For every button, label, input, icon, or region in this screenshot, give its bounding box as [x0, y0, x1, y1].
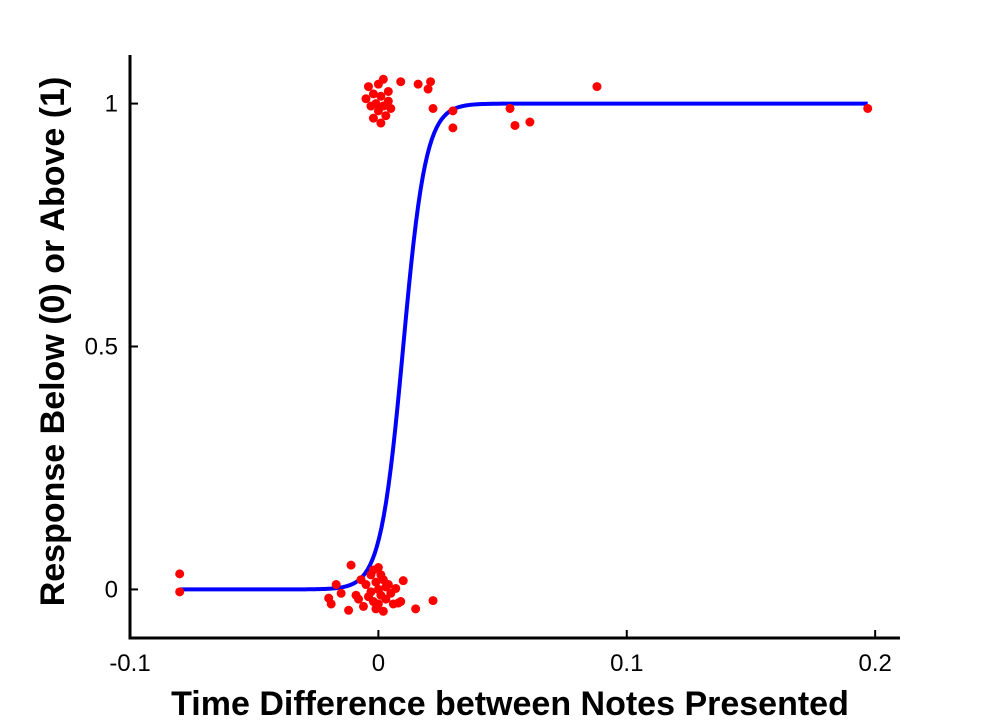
- data-point: [366, 587, 376, 597]
- data-point: [381, 111, 391, 121]
- x-tick-label: -0.1: [109, 650, 150, 677]
- data-point: [428, 596, 438, 606]
- data-point: [448, 106, 458, 116]
- x-tick-label: 0: [372, 650, 385, 677]
- data-point: [396, 77, 406, 87]
- scatter-points: [175, 74, 873, 616]
- x-tick-label: 0.2: [858, 650, 891, 677]
- axes: [128, 55, 900, 640]
- fit-curve: [179, 101, 868, 592]
- y-tick-label: 0.5: [85, 334, 118, 361]
- data-point: [383, 580, 393, 590]
- data-point: [378, 74, 388, 84]
- data-point: [378, 606, 388, 616]
- data-point: [448, 123, 458, 133]
- data-point: [376, 118, 386, 128]
- x-axis-title: Time Difference between Notes Presented: [171, 685, 849, 723]
- data-point: [346, 560, 356, 570]
- data-point: [336, 588, 346, 598]
- data-point: [383, 86, 393, 96]
- data-point: [175, 569, 185, 579]
- data-point: [423, 84, 433, 94]
- data-point: [398, 576, 408, 586]
- y-tick-label: 1: [105, 91, 118, 118]
- data-point: [426, 77, 436, 87]
- data-point: [344, 605, 354, 615]
- data-point: [510, 120, 520, 130]
- y-tick-label: 0: [105, 576, 118, 603]
- data-point: [386, 103, 396, 113]
- data-point: [383, 96, 393, 106]
- data-point: [373, 599, 383, 609]
- plot-area: [179, 101, 868, 592]
- data-point: [361, 94, 371, 104]
- data-point: [331, 580, 341, 590]
- data-point: [592, 82, 602, 92]
- x-tick-label: 0.1: [610, 650, 643, 677]
- data-point: [354, 594, 364, 604]
- data-point: [863, 103, 873, 113]
- data-point: [396, 597, 406, 607]
- data-point: [525, 117, 535, 127]
- data-point: [376, 91, 386, 101]
- data-point: [358, 601, 368, 611]
- data-point: [371, 99, 381, 109]
- data-point: [413, 79, 423, 89]
- data-point: [411, 604, 421, 614]
- data-point: [368, 89, 378, 99]
- data-point: [373, 563, 383, 573]
- data-point: [391, 583, 401, 593]
- data-point: [175, 587, 185, 597]
- y-axis-title: Response Below (0) or Above (1): [34, 77, 72, 607]
- data-point: [428, 103, 438, 113]
- data-point: [505, 103, 515, 113]
- data-point: [363, 82, 373, 92]
- data-point: [361, 580, 371, 590]
- data-point: [326, 599, 336, 609]
- ticks: -0.1 0 0.1 0.2 0 0.5 1: [85, 91, 892, 677]
- data-point: [368, 113, 378, 123]
- data-point: [371, 577, 381, 587]
